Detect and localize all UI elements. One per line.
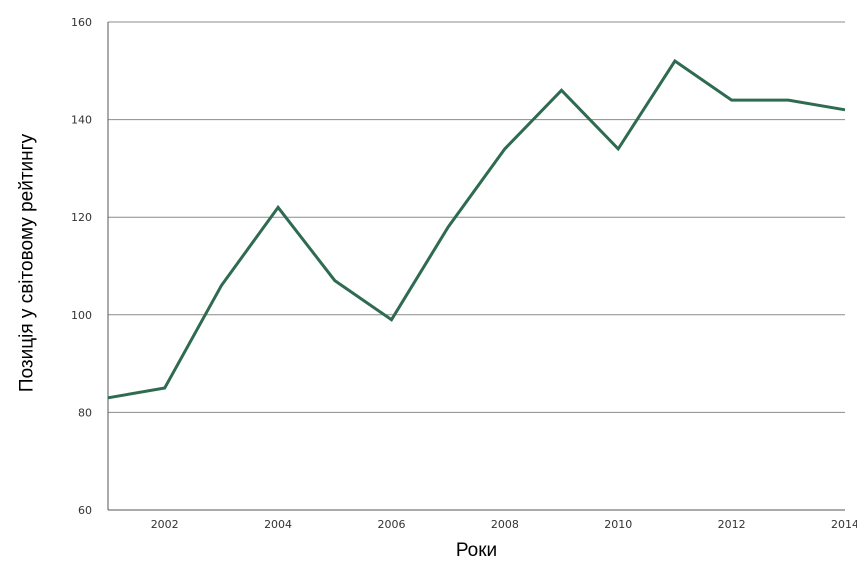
x-tick-label-2008: 2008 xyxy=(491,518,519,531)
series xyxy=(107,58,846,400)
series-line-0 xyxy=(107,58,846,400)
y-axis-title: Позиція у світовому рейтингу xyxy=(17,133,38,392)
x-tick-labels: 2002 2004 2006 2008 2010 2012 2014 xyxy=(151,518,857,531)
grid-lines xyxy=(108,21,845,413)
x-tick-label-2014: 2014 xyxy=(831,518,857,531)
y-tick-labels: 60 80 100 120 140 160 xyxy=(71,16,92,517)
y-tick-label-60: 60 xyxy=(78,504,92,517)
y-tick-label-140: 140 xyxy=(71,114,92,127)
y-tick-label-80: 80 xyxy=(78,406,92,419)
y-tick-label-160: 160 xyxy=(71,16,92,29)
x-tick-label-2006: 2006 xyxy=(377,518,405,531)
y-tick-label-100: 100 xyxy=(71,309,92,322)
x-tick-label-2010: 2010 xyxy=(604,518,632,531)
axes xyxy=(107,22,845,511)
x-tick-label-2012: 2012 xyxy=(718,518,746,531)
x-tick-label-2004: 2004 xyxy=(264,518,292,531)
x-axis-title: Роки xyxy=(456,540,497,561)
y-tick-label-120: 120 xyxy=(71,211,92,224)
x-tick-label-2002: 2002 xyxy=(151,518,179,531)
